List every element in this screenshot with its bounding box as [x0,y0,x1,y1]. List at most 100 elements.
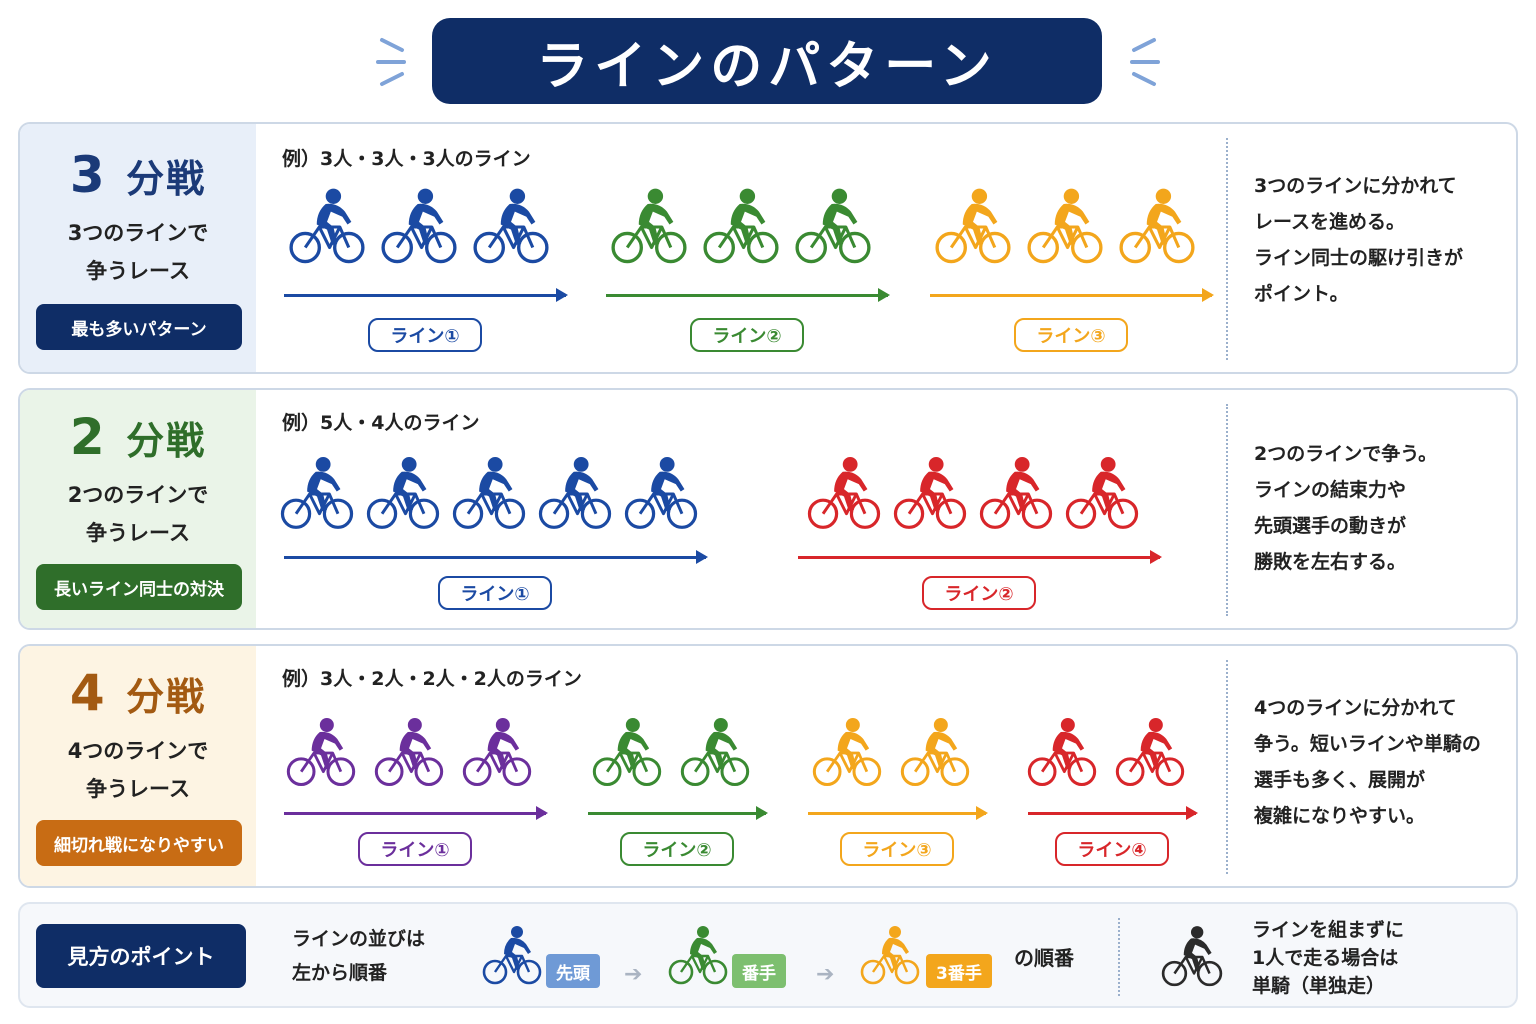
line-label: ライン④ [1055,832,1169,866]
line-label: ライン② [922,576,1036,610]
desc-line: 4つのラインに分かれて [1254,697,1457,719]
page-title-box: ラインのパターン [432,18,1102,104]
cyclist-icon [286,718,356,787]
arrow-head-icon [976,806,988,820]
panel-subtitle: 2つのラインで 争うレース [68,476,209,552]
cyclist-icon [1115,718,1185,787]
desc-line: 勝敗を左右する。 [1254,551,1407,573]
arrow-head-icon [756,806,768,820]
panel-2-line-race: 2 分戦 2つのラインで 争うレース 長いライン同士の対決 例）5人・4人のライ… [18,388,1518,630]
cyclist-icon [1119,188,1195,264]
panel-divider [1226,660,1228,874]
arrow-head-icon [536,806,548,820]
cyclist-icon [812,718,882,787]
panel-tag-badge: 細切れ戦になりやすい [36,820,242,866]
cyclist-icon [592,718,662,787]
cyclist-icon [452,457,526,529]
line-direction-arrow [1028,806,1198,820]
line-label: ライン② [690,318,804,352]
desc-line: 争う。短いラインや単騎の [1254,733,1481,755]
cyclist-icon [538,457,612,529]
panel-subtitle-line1: 4つのラインで [67,739,209,763]
order-explanation-line2: 左から順番 [292,962,388,984]
cyclist-icon [900,718,970,787]
arrow-head-icon [878,288,890,302]
desc-line: 3つのラインに分かれて [1254,175,1457,197]
arrow-right-icon: ➔ [624,962,643,987]
example-label: 例）5人・4人のライン [282,412,480,434]
cyclist-icon [795,188,871,264]
line-label: ライン① [438,576,552,610]
cyclist-icon [280,457,354,529]
panel-divider [1226,404,1228,616]
burst-left-icon [376,38,406,86]
cyclist-icon [680,718,750,787]
line-direction-arrow [284,806,548,820]
order-suffix: の順番 [1014,946,1074,970]
panel-title: 3 分戦 [70,146,206,204]
panel-4-line-race: 4 分戦 4つのラインで 争うレース 細切れ戦になりやすい 例）3人・2人・2人… [18,644,1518,888]
cyclist-icon [624,457,698,529]
panel-description: 2つのラインで争う。 ラインの結束力や 先頭選手の動きが 勝敗を左右する。 [1254,436,1437,580]
solo-line3: 単騎（単独走） [1252,975,1386,997]
cyclist-icon [979,457,1053,529]
panel-subtitle-line2: 争うレース [86,259,190,283]
cyclist-icon [1065,457,1139,529]
line-direction-arrow [284,550,708,564]
panel-subtitle: 3つのラインで 争うレース [68,214,209,290]
badge-third: 3番手 [926,954,992,988]
arrow-head-icon [696,550,708,564]
panel-title: 2 分戦 [70,408,206,466]
line-direction-arrow [606,288,890,302]
cyclist-icon [703,188,779,264]
line-direction-arrow [798,550,1162,564]
line-label: ライン③ [1014,318,1128,352]
desc-line: ライン同士の駆け引きが [1254,247,1464,269]
cyclist-icon-leader [482,926,542,985]
panel-title-suffix: 分戦 [126,157,207,201]
solo-line2: 1人で走る場合は [1252,947,1399,969]
desc-line: 2つのラインで争う。 [1254,443,1438,465]
panel-subtitle-line2: 争うレース [86,777,190,801]
panel-description: 3つのラインに分かれて レースを進める。 ライン同士の駆け引きが ポイント。 [1254,168,1463,312]
arrow-head-icon [1202,288,1214,302]
legend-panel: 見方のポイント ラインの並びは 左から順番 先頭 ➔ 番手 ➔ 3番手 の順番 [18,902,1518,1008]
cyclist-icon [366,457,440,529]
solo-line1: ラインを組まずに [1252,919,1405,941]
line-label: ライン③ [840,832,954,866]
panel-title-number: 4 [69,664,107,722]
cyclist-icon-solo [1161,926,1223,987]
solo-explanation: ラインを組まずに 1人で走る場合は 単騎（単独走） [1252,916,1404,1000]
line-direction-arrow [588,806,768,820]
example-label: 例）3人・3人・3人のライン [282,148,531,170]
panel-left-header: 2 分戦 2つのラインで 争うレース 長いライン同士の対決 [20,390,256,628]
panel-description: 4つのラインに分かれて 争う。短いラインや単騎の 選手も多く、展開が 複雑になり… [1254,690,1481,834]
line-label: ライン② [620,832,734,866]
cyclist-icon-third [860,926,920,985]
badge-leader: 先頭 [546,954,600,988]
cyclist-icon [381,188,457,264]
panel-tag-badge: 最も多いパターン [36,304,242,350]
desc-line: ポイント。 [1254,283,1349,305]
line-direction-arrow [808,806,988,820]
cyclist-icon [1027,188,1103,264]
cyclist-icon [935,188,1011,264]
desc-line: 先頭選手の動きが [1254,515,1407,537]
burst-right-icon [1130,38,1160,86]
panel-title-number: 3 [69,146,107,204]
cyclist-icon [289,188,365,264]
order-explanation: ラインの並びは 左から順番 [292,922,425,990]
line-direction-arrow [930,288,1214,302]
arrow-right-icon: ➔ [816,962,835,987]
line-direction-arrow [284,288,568,302]
line-label: ライン① [368,318,482,352]
cyclist-icon [807,457,881,529]
desc-line: 選手も多く、展開が [1254,769,1426,791]
viewing-point-label: 見方のポイント [36,924,246,988]
badge-second: 番手 [732,954,786,988]
desc-line: 複雑になりやすい。 [1254,805,1426,827]
panel-subtitle-line1: 3つのラインで [67,221,209,245]
cyclist-icon [462,718,532,787]
page-title: ラインのパターン [536,36,998,97]
panel-divider [1226,138,1228,360]
